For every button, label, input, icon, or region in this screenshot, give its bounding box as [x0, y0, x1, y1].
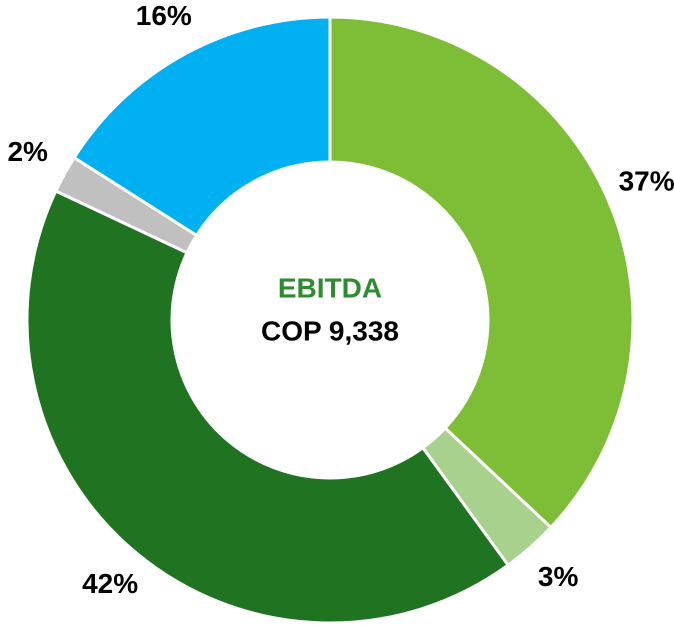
center-label: COP 9,338	[261, 315, 399, 346]
slice	[72, 15, 332, 238]
slices	[25, 15, 635, 625]
slice	[328, 15, 635, 530]
value-label: 42%	[82, 568, 138, 599]
slice	[25, 188, 511, 625]
value-label: 16%	[136, 0, 192, 31]
value-label: 37%	[619, 165, 674, 196]
center-title: EBITDA	[278, 272, 382, 303]
value-label: 3%	[538, 561, 579, 592]
value-label: 2%	[7, 136, 48, 167]
